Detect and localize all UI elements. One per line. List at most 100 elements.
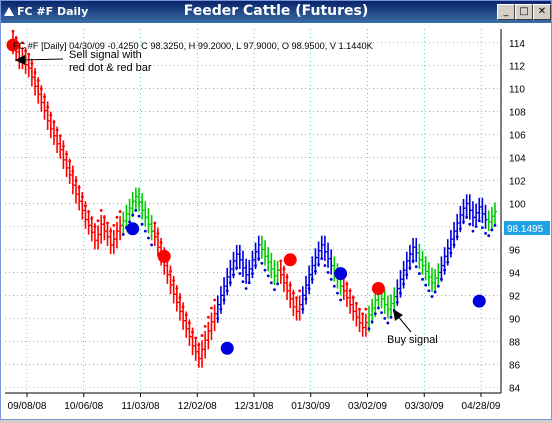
sell-annotation: Sell signal with red dot & red bar [15, 49, 152, 74]
trailing-stop-dot [436, 284, 440, 288]
trailing-stop-dot [452, 243, 456, 247]
chart-area[interactable]: 8486889092949698100102104106108110112114… [1, 23, 551, 419]
x-axis-ticks: 09/08/08 10/06/08 11/03/08 12/02/08 12/31/08… [8, 393, 501, 412]
title-bar[interactable]: FC #F Daily Feeder Cattle (Futures) _ □ … [1, 1, 551, 23]
trailing-stop-dot [414, 265, 418, 269]
trailing-stop-dot [121, 233, 125, 236]
trailing-stop-dot [203, 325, 207, 328]
trailing-stop-dot [188, 321, 191, 325]
trailing-stop-dot [184, 313, 188, 317]
trailing-stop-dot [370, 320, 374, 324]
trailing-stop-dot [364, 307, 368, 311]
trailing-stop-dot [33, 71, 37, 75]
trailing-stop-dot [276, 282, 280, 286]
minimize-button[interactable]: _ [497, 4, 515, 20]
y-tick-label: 100 [509, 200, 526, 211]
trailing-stop-dot [241, 280, 245, 284]
trailing-stop-dot [449, 251, 453, 255]
buy-arrow-head [393, 309, 403, 321]
trailing-stop-dot [487, 234, 491, 238]
trailing-stop-dot [128, 220, 131, 224]
trailing-stop-dot [480, 226, 484, 230]
trailing-stop-dot [430, 295, 434, 298]
app-title: FC #F Daily [17, 5, 89, 18]
y-tick-label: 106 [509, 131, 526, 142]
x-tick-label: 12/02/08 [178, 401, 217, 412]
app-icon[interactable] [4, 7, 14, 16]
trailing-stop-dot [247, 281, 251, 285]
trailing-stop-dot [395, 300, 399, 304]
sell-arrow-line [20, 58, 64, 61]
trailing-stop-dot [399, 291, 402, 295]
trailing-stop-dot [175, 287, 179, 290]
y-tick-label: 84 [509, 383, 521, 394]
x-tick-label: 09/08/08 [8, 401, 47, 412]
trailing-stop-dot [298, 289, 302, 293]
trailing-stop-dot [210, 306, 213, 310]
trailing-stop-dot [468, 222, 472, 226]
trailing-stop-dot [178, 296, 182, 300]
trailing-stop-dot [351, 296, 355, 300]
buy-signal-dot [126, 222, 140, 236]
sell-annotation-line-1: Sell signal with [69, 49, 142, 61]
sell-signal-dot [6, 38, 20, 52]
y-tick-label: 112 [509, 62, 525, 73]
trailing-stop-dot [443, 268, 446, 272]
trailing-stop-dot [197, 343, 201, 347]
trailing-stop-dot [134, 209, 138, 212]
buy-arrow-line [396, 314, 412, 333]
trailing-stop-dot [65, 152, 68, 156]
trailing-stop-dot [43, 95, 46, 99]
trailing-stop-dot [493, 223, 497, 227]
trailing-stop-dot [194, 336, 198, 340]
y-tick-label: 88 [509, 337, 521, 348]
trailing-stop-dot [455, 235, 459, 239]
maximize-button[interactable]: □ [515, 4, 533, 20]
trailing-stop-dot [358, 307, 361, 311]
trailing-stop-dot [244, 287, 248, 290]
trailing-stop-dot [348, 289, 352, 293]
trailing-stop-dot [484, 231, 487, 235]
trailing-stop-dot [71, 169, 75, 173]
trailing-stop-dot [317, 262, 320, 266]
trailing-stop-dot [282, 267, 286, 271]
trailing-stop-dot [118, 210, 122, 213]
trailing-stop-dot [153, 221, 157, 225]
trailing-stop-dot [288, 283, 292, 287]
trailing-stop-dot [62, 144, 65, 148]
trailing-stop-dot [228, 281, 232, 285]
trailing-stop-dot [235, 266, 239, 270]
trailing-stop-dot [336, 291, 339, 295]
trailing-stop-dot [140, 222, 144, 226]
trailing-stop-dot [156, 231, 160, 235]
trailing-stop-dot [213, 298, 217, 302]
trailing-stop-dot [389, 315, 393, 319]
trailing-stop-dot [440, 277, 443, 281]
close-button[interactable]: ✕ [533, 4, 551, 20]
trailing-stop-dot [52, 120, 56, 124]
trailing-stop-dot [55, 128, 59, 132]
trailing-stop-dot [106, 221, 109, 225]
trailing-stop-dot [102, 215, 106, 219]
trailing-stop-dot [367, 327, 371, 331]
trailing-stop-dot [232, 273, 235, 277]
trailing-stop-dot [291, 291, 295, 295]
trailing-stop-dot [87, 210, 91, 213]
trailing-stop-dot [80, 195, 84, 199]
trailing-stop-dot [462, 220, 465, 224]
trailing-stop-dot [408, 266, 412, 270]
trailing-stop-dot [24, 49, 28, 53]
trailing-stop-dot [377, 306, 380, 310]
trailing-stop-dot [112, 223, 116, 227]
last-price-background [504, 221, 550, 235]
price-chart[interactable]: 8486889092949698100102104106108110112114… [1, 23, 551, 419]
x-tick-label: 03/30/09 [405, 401, 444, 412]
trailing-stop-dot [150, 243, 154, 247]
trailing-stop-dot [329, 277, 333, 281]
trailing-stop-dot [58, 134, 62, 138]
trailing-stop-dot [307, 287, 311, 290]
trailing-stop-dot [301, 307, 305, 311]
trailing-stop-dot [109, 229, 113, 233]
trailing-stop-dot [402, 282, 406, 286]
